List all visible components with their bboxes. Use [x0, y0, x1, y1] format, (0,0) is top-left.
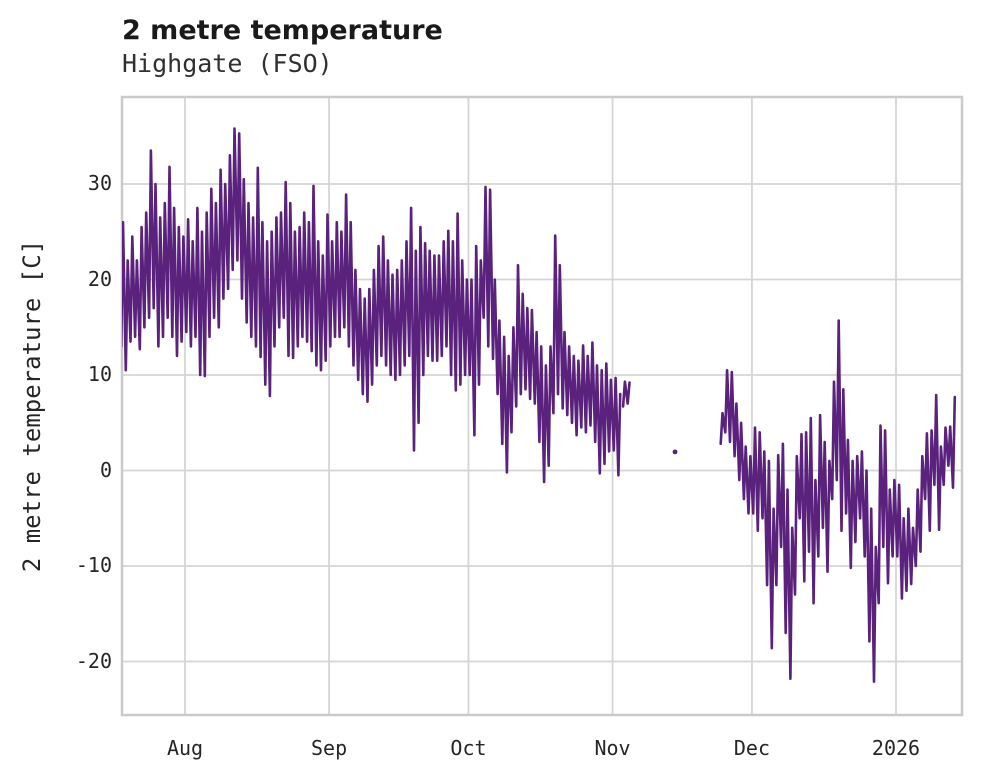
plot-border: [120, 95, 964, 717]
y-tick-label: -20: [75, 648, 112, 673]
y-tick-label: 0: [99, 457, 112, 482]
y-tick-label: -10: [75, 553, 112, 577]
x-tick-label: Aug: [166, 736, 204, 760]
y-tick-label: 30: [87, 171, 112, 195]
x-tick-label: Sep: [310, 736, 348, 760]
temperature-line-segment: [719, 319, 957, 683]
chart-subtitle: Highgate (FSO): [122, 49, 333, 78]
y-tick-label: 20: [87, 266, 112, 291]
y-tick-label: 10: [87, 362, 112, 386]
temperature-line-segment: [122, 127, 622, 484]
chart-title: 2 metre temperature: [122, 15, 443, 46]
temperature-line-segment: [621, 380, 631, 408]
temperature-line: [122, 127, 957, 683]
x-tick-label: Dec: [733, 736, 770, 760]
x-tick-label: 2026: [871, 736, 921, 760]
x-tick-label: Oct: [450, 736, 487, 760]
isolated-data-point: [672, 449, 678, 455]
x-tick-label: Nov: [594, 736, 631, 760]
